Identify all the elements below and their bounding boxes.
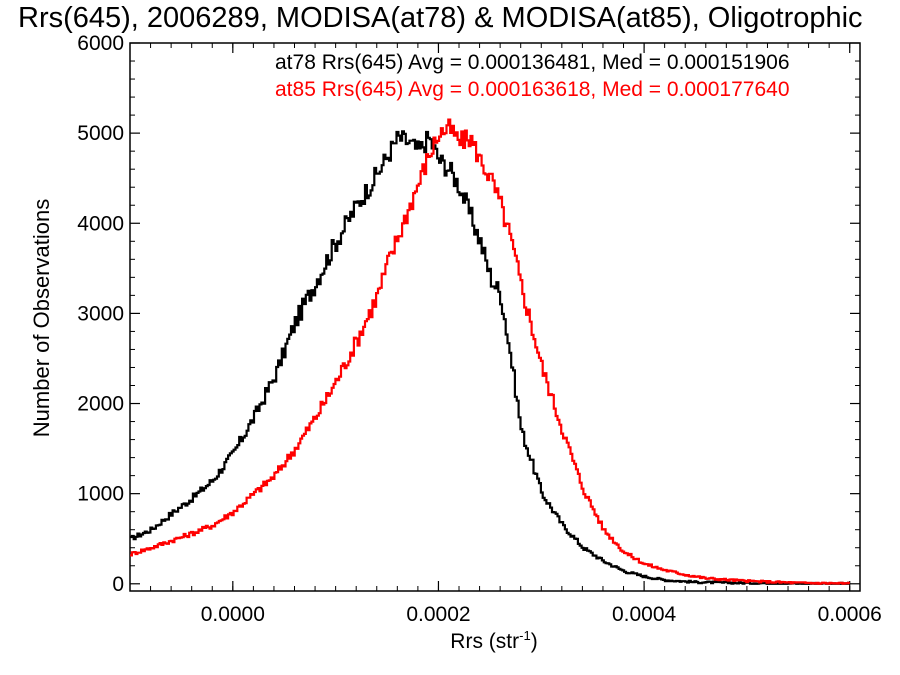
x-tick-label: 0.0000 <box>201 603 265 626</box>
y-tick-label: 0 <box>112 573 124 596</box>
x-axis-label-text: Rrs (str <box>450 630 520 653</box>
plot-frame <box>129 42 861 592</box>
y-tick-label: 5000 <box>77 122 124 145</box>
y-tick-label: 2000 <box>77 393 124 416</box>
axis-ticks <box>129 42 860 591</box>
legend-entry-at78: at78 Rrs(645) Avg = 0.000136481, Med = 0… <box>275 51 790 74</box>
tick-labels: 0.0000 0.0002 0.0004 0.0006 0 1000 2000 3000 400… <box>77 32 882 626</box>
x-tick-label: 0.0002 <box>406 603 470 626</box>
x-axis-label: Rrs (str-1) <box>450 628 537 654</box>
x-axis-label-close: ) <box>530 630 538 653</box>
x-tick-label: 0.0006 <box>818 603 882 626</box>
x-tick-label: 0.0004 <box>612 603 677 626</box>
y-tick-label: 1000 <box>77 483 124 506</box>
series-layer <box>130 118 850 585</box>
series-line-at85 <box>130 118 850 585</box>
series-line-at78 <box>130 130 850 585</box>
y-tick-label: 4000 <box>77 212 124 235</box>
chart-title: Rrs(645), 2006289, MODISA(at78) & MODISA… <box>18 2 863 34</box>
y-tick-label: 6000 <box>77 32 124 55</box>
y-axis-label: Number of Observations <box>29 198 54 438</box>
legend-entry-at85: at85 Rrs(645) Avg = 0.000163618, Med = 0… <box>275 78 790 101</box>
y-tick-label: 3000 <box>77 302 124 325</box>
x-axis-label-sup: -1 <box>519 628 531 643</box>
